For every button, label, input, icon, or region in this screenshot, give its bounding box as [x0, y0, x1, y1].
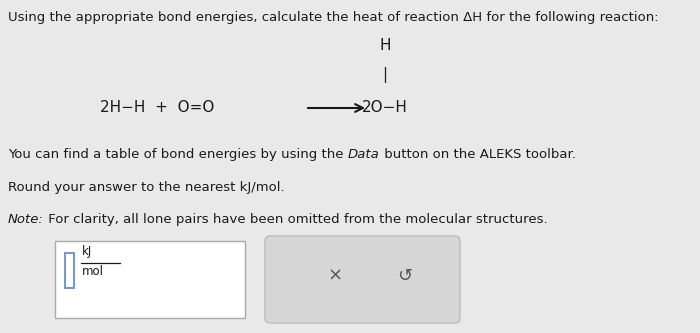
Text: Data: Data	[348, 148, 379, 161]
Text: 2O−H: 2O−H	[362, 101, 408, 116]
Text: Using the appropriate bond energies, calculate the heat of reaction ΔH for the f: Using the appropriate bond energies, cal…	[8, 11, 659, 24]
Text: 2H−H  +  O=O: 2H−H + O=O	[100, 101, 214, 116]
Text: mol: mol	[82, 265, 104, 278]
Text: button on the ALEKS toolbar.: button on the ALEKS toolbar.	[379, 148, 575, 161]
FancyBboxPatch shape	[55, 241, 245, 318]
Text: You can find a table of bond energies by using the: You can find a table of bond energies by…	[8, 148, 348, 161]
Text: kJ: kJ	[82, 245, 92, 258]
Text: For clarity, all lone pairs have been omitted from the molecular structures.: For clarity, all lone pairs have been om…	[44, 213, 547, 226]
Text: ×: ×	[328, 267, 342, 285]
Text: ↺: ↺	[398, 267, 412, 285]
Text: |: |	[382, 67, 388, 83]
Text: Note:: Note:	[8, 213, 44, 226]
FancyBboxPatch shape	[265, 236, 460, 323]
Text: Round your answer to the nearest kJ/mol.: Round your answer to the nearest kJ/mol.	[8, 181, 285, 194]
Text: H: H	[379, 38, 391, 53]
